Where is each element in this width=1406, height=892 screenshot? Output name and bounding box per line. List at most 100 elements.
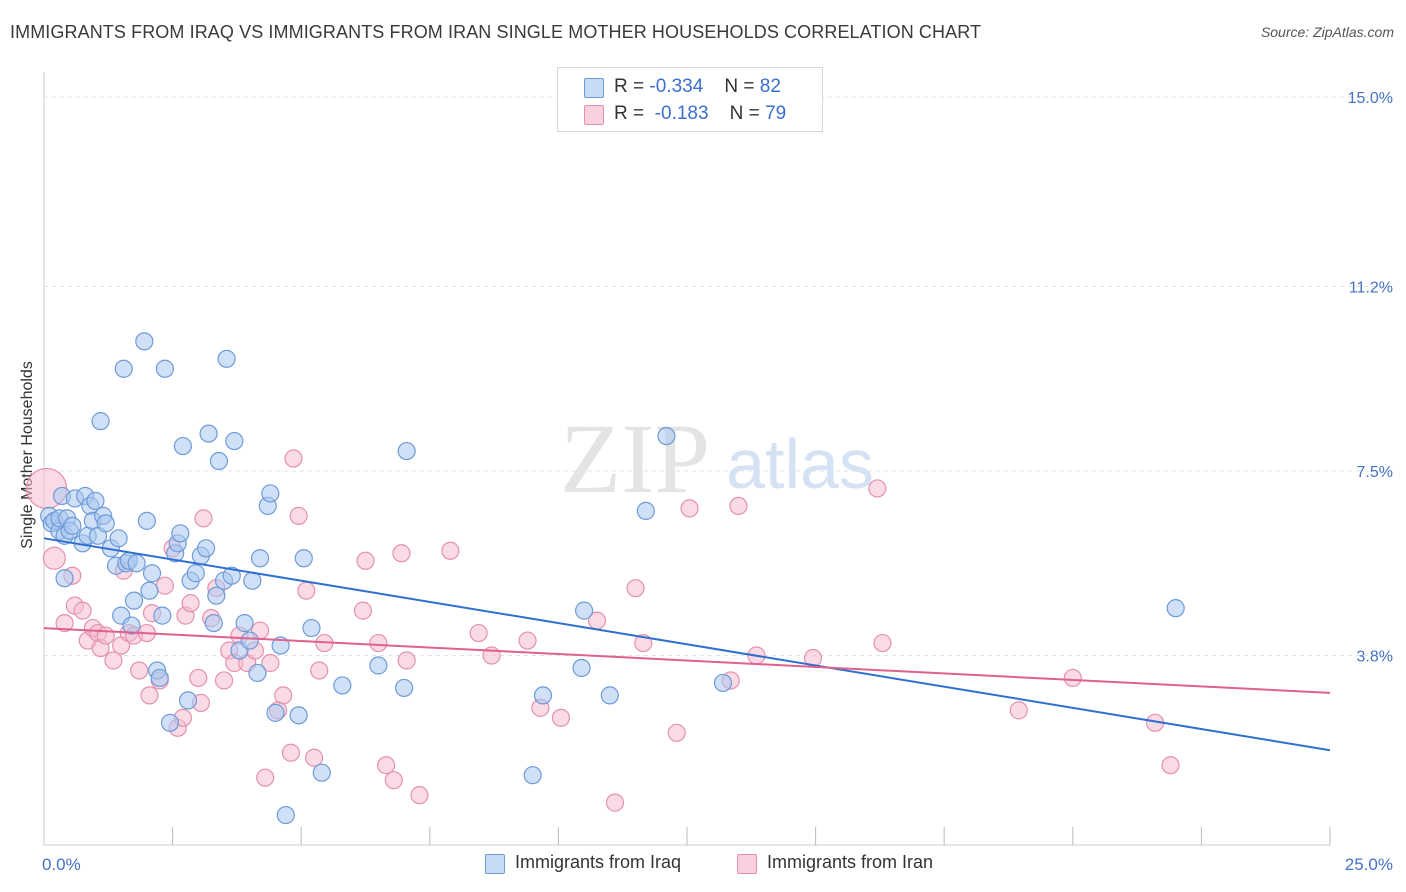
point-iraq-71 [302,618,321,638]
point-iraq-33 [137,511,156,530]
trend-line-iraq [43,537,1331,752]
point-iran-68 [667,723,686,742]
point-iraq-82 [636,501,655,520]
point-iraq-26 [114,359,133,378]
point-iraq-85 [1166,599,1185,618]
point-iran-42 [274,686,293,705]
point-iran-75 [873,633,892,653]
point-iraq-43 [171,524,190,543]
point-iraq-32 [135,332,154,351]
point-iraq-80 [575,601,594,620]
point-iraq-39 [155,359,174,378]
point-iraq-62 [248,663,267,683]
point-iran-50 [353,601,373,620]
data-points [25,332,1185,825]
point-iran-57 [410,786,429,805]
point-iraq-67 [271,636,290,655]
point-iraq-34 [140,581,159,600]
point-iraq-57 [225,431,244,451]
point-iran-16 [130,661,149,680]
legend-r-value-iraq: -0.334 [649,76,704,97]
point-iran-76 [1009,701,1028,720]
point-iraq-52 [207,586,226,605]
point-iraq-31 [127,554,146,573]
point-iran-40 [261,653,280,673]
x-tick-label-1: 25.0% [1345,855,1393,874]
point-iran-47 [304,748,324,767]
legend-r-value-iran: -0.183 [654,103,709,124]
legend-n-label: N = [724,76,755,97]
point-iraq-63 [250,549,270,568]
bottom-legend-swatch-iran [737,854,757,874]
point-iraq-30 [124,591,144,610]
point-iraq-53 [209,451,228,471]
legend-r-label: R = [614,103,645,124]
point-iran-21 [155,576,174,595]
point-iran-74 [868,479,887,498]
point-iraq-37 [150,668,169,688]
point-iraq-78 [533,686,553,705]
point-iraq-47 [186,564,205,583]
bottom-legend-label-iraq: Immigrants from Iraq [515,852,682,872]
point-iraq-66 [266,703,285,722]
watermark-atlas: atlas [726,425,874,503]
point-iraq-61 [243,571,262,590]
point-iran-65 [605,793,625,812]
point-iraq-19 [91,412,110,431]
point-iraq-84 [713,673,733,693]
point-iraq-21 [96,514,115,533]
point-iraq-45 [178,691,198,710]
point-iraq-17 [86,491,105,511]
point-iraq-68 [276,805,295,825]
trend-lines [43,537,1331,752]
point-iraq-50 [199,424,218,443]
bottom-legend-swatch-iraq [485,854,505,874]
point-iran-44 [284,449,303,468]
point-iraq-40 [160,713,180,732]
point-iraq-83 [657,426,676,446]
point-iran-32 [214,671,234,690]
point-iraq-81 [600,686,619,705]
point-iran-52 [369,633,388,653]
point-iraq-44 [173,436,192,456]
trend-line-iran [43,627,1331,694]
point-iran-55 [392,544,411,563]
y-tick-label-1: 7.5% [1357,464,1393,481]
point-iraq-38 [153,606,172,625]
bottom-legend-label-iran: Immigrants from Iran [767,852,934,872]
point-iran-10 [96,626,115,645]
point-iran-18 [140,686,159,705]
stats-legend: R = -0.334 N = 82 R = -0.183 N = 79 [557,67,823,132]
point-iran-1 [42,546,66,570]
point-iran-69 [680,499,699,518]
point-iraq-29 [122,616,141,635]
point-iran-71 [729,496,748,516]
point-iraq-7 [55,569,74,588]
tick-labels: 3.8% 7.5% 11.2% 15.0% 0.0% 25.0% [42,90,1393,874]
point-iran-59 [469,623,488,643]
legend-n-value-iraq: 82 [759,76,781,97]
chart-title: IMMIGRANTS FROM IRAQ VS IMMIGRANTS FROM … [10,22,982,42]
point-iran-58 [441,541,460,560]
point-iraq-72 [312,763,331,782]
point-iran-27 [189,668,208,688]
point-iraq-79 [572,658,591,678]
point-iraq-55 [217,349,236,368]
point-iran-66 [626,579,645,598]
point-iraq-59 [235,613,254,633]
point-iraq-70 [294,549,313,568]
legend-swatch-iran [584,105,604,125]
legend-swatch-iraq [584,78,604,98]
point-iran-2 [55,613,74,633]
point-iraq-35 [142,564,162,583]
point-iraq-49 [196,539,216,558]
y-tick-label-2: 11.2% [1349,279,1393,296]
point-iraq-24 [109,529,128,548]
legend-n-value-iran: 79 [765,103,787,124]
point-iraq-77 [523,766,542,785]
legend-r-label: R = [614,76,645,97]
y-tick-label-0: 3.8% [1357,649,1393,666]
point-iran-51 [356,551,375,570]
point-iraq-51 [204,613,223,633]
